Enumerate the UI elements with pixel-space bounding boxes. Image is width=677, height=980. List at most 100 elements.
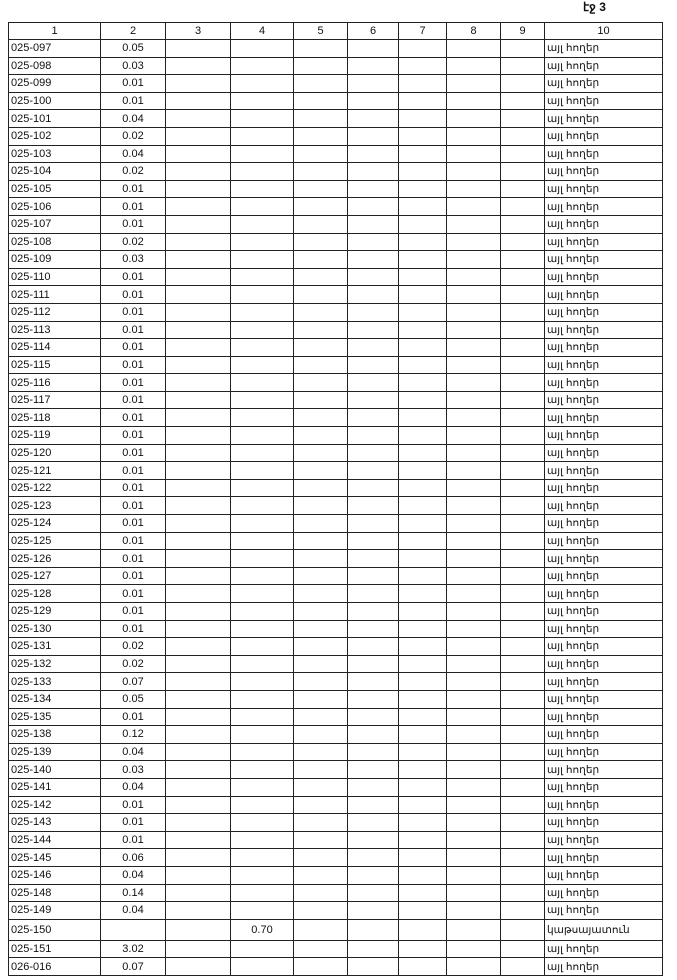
area-cell: 0.01 [100, 91, 166, 111]
area-cell: 0.04 [100, 742, 166, 762]
column-8-cell [446, 707, 501, 727]
column-8-cell [446, 742, 501, 762]
column-8-cell [446, 109, 501, 128]
column-6-cell [347, 338, 399, 357]
table-row: 025-127 0.01 այլ հողեր [8, 566, 663, 586]
column-4-cell [230, 672, 294, 691]
column-4-cell [230, 742, 294, 762]
column-9-cell [500, 496, 545, 516]
column-6-cell [347, 584, 399, 603]
column-9-cell [500, 957, 545, 976]
table-row: 025-117 0.01 այլ հողեր [8, 390, 663, 410]
column-7-cell [398, 126, 447, 146]
column-4-cell [230, 443, 294, 463]
column-4-cell [230, 197, 294, 216]
area-cell: 0.01 [100, 390, 166, 410]
area-cell: 0.01 [100, 214, 166, 234]
column-6-cell [347, 373, 399, 392]
column-6-cell [347, 355, 399, 375]
column-8-cell [446, 760, 501, 779]
column-9-cell [500, 795, 545, 815]
column-9-cell [500, 461, 545, 480]
column-4-cell [230, 619, 294, 639]
column-7-cell [398, 830, 447, 850]
area-cell: 0.02 [100, 162, 166, 181]
parcel-code-cell: 025-129 [8, 602, 101, 621]
column-9-cell [500, 689, 545, 709]
area-cell: 0.01 [100, 549, 166, 568]
land-type-cell: այլ հողեր [544, 531, 663, 551]
area-cell: 0.01 [100, 584, 166, 603]
column-6-cell [347, 443, 399, 463]
column-7-cell [398, 813, 447, 832]
column-5-cell [293, 742, 348, 762]
column-9-cell [500, 566, 545, 586]
area-cell: 0.03 [100, 250, 166, 269]
area-cell: 3.02 [100, 939, 166, 959]
column-9-cell [500, 848, 545, 867]
column-8-cell [446, 549, 501, 568]
column-4-cell [230, 338, 294, 357]
column-7-cell [398, 232, 447, 252]
column-7-cell [398, 531, 447, 551]
parcel-code-cell: 025-122 [8, 478, 101, 498]
column-6-cell [347, 549, 399, 568]
area-cell: 0.05 [100, 689, 166, 709]
table-row: 025-122 0.01 այլ հողեր [8, 478, 663, 498]
land-type-cell: այլ հողեր [544, 848, 663, 867]
table-row: 025-115 0.01 այլ հողեր [8, 355, 663, 375]
parcel-code-cell: 025-132 [8, 654, 101, 674]
parcel-code-cell: 025-145 [8, 848, 101, 867]
column-6-cell [347, 777, 399, 797]
land-type-cell: այլ հողեր [544, 707, 663, 727]
column-9-cell [500, 531, 545, 551]
land-type-cell: այլ հողեր [544, 197, 663, 216]
column-6-cell [347, 602, 399, 621]
column-6-cell [347, 901, 399, 920]
column-3-cell [165, 795, 231, 815]
table-row: 025-135 0.01 այլ հողեր [8, 707, 663, 727]
column-3-cell [165, 179, 231, 199]
column-5-cell [293, 813, 348, 832]
column-9-cell [500, 549, 545, 568]
column-header-4: 4 [230, 22, 294, 40]
column-5-cell [293, 390, 348, 410]
parcel-code-cell: 025-097 [8, 39, 101, 58]
column-9-cell [500, 742, 545, 762]
area-cell: 0.01 [100, 285, 166, 304]
column-4-cell [230, 883, 294, 903]
column-4-cell [230, 302, 294, 322]
column-5-cell [293, 56, 348, 76]
column-9-cell [500, 214, 545, 234]
column-8-cell [446, 496, 501, 516]
column-5-cell [293, 637, 348, 656]
area-cell: 0.01 [100, 514, 166, 533]
column-6-cell [347, 883, 399, 903]
column-3-cell [165, 883, 231, 903]
column-9-cell [500, 109, 545, 128]
parcel-code-cell: 025-099 [8, 74, 101, 93]
area-cell: 0.01 [100, 478, 166, 498]
column-7-cell [398, 514, 447, 533]
land-type-cell: այլ հողեր [544, 426, 663, 445]
table-row: 025-133 0.07 այլ հողեր [8, 672, 663, 691]
parcel-code-cell: 025-107 [8, 214, 101, 234]
table-row: 025-131 0.02 այլ հողեր [8, 637, 663, 656]
column-3-cell [165, 126, 231, 146]
column-9-cell [500, 672, 545, 691]
parcel-code-cell: 025-103 [8, 144, 101, 164]
column-4-cell [230, 267, 294, 287]
column-7-cell [398, 197, 447, 216]
column-3-cell [165, 619, 231, 639]
column-8-cell [446, 39, 501, 58]
column-4-cell [230, 566, 294, 586]
column-3-cell [165, 214, 231, 234]
area-cell: 0.01 [100, 566, 166, 586]
land-type-cell: այլ հողեր [544, 214, 663, 234]
column-4-cell [230, 320, 294, 340]
column-3-cell [165, 39, 231, 58]
land-type-cell: այլ հողեր [544, 654, 663, 674]
column-4-cell [230, 725, 294, 744]
column-3-cell [165, 74, 231, 93]
column-7-cell [398, 725, 447, 744]
